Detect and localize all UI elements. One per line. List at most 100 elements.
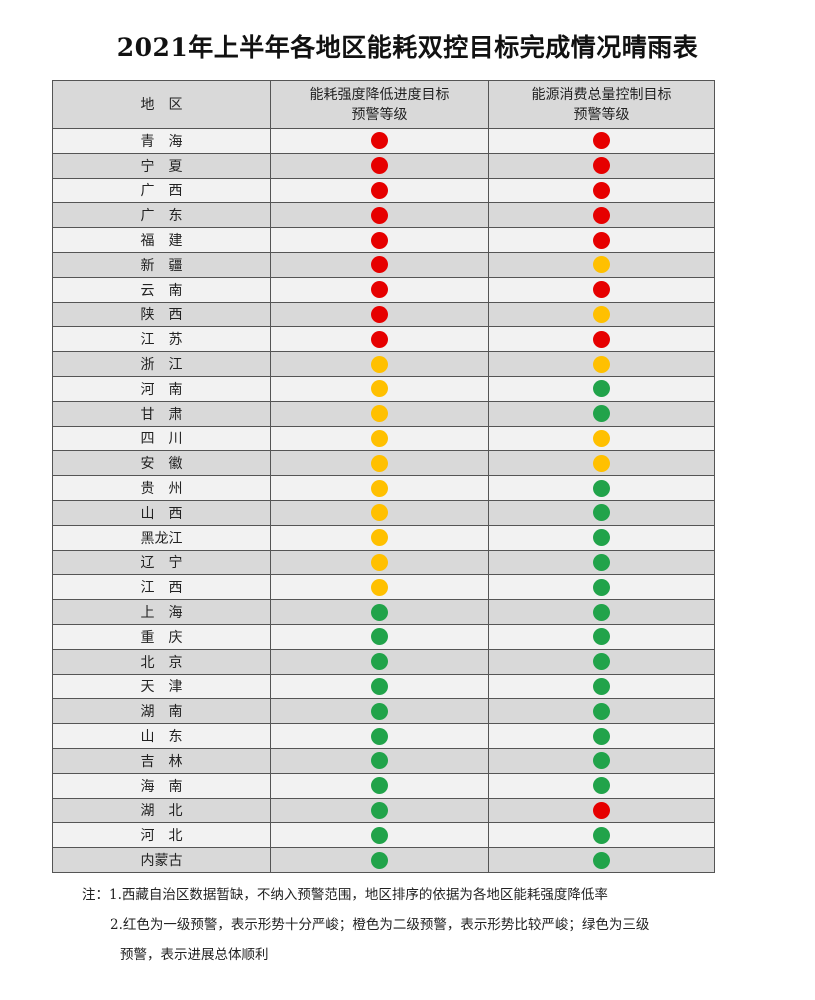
total-level-cell (488, 599, 715, 625)
table-row: 福 建 (52, 227, 715, 253)
region-cell: 黑龙江 (52, 524, 271, 551)
region-cell: 江 西 (52, 574, 271, 601)
orange-warning-dot-icon (371, 454, 388, 472)
total-level-cell (488, 276, 715, 303)
table-row: 重 庆 (52, 623, 715, 650)
total-level-cell (488, 673, 715, 700)
table-row: 江 苏 (52, 326, 715, 353)
region-cell: 北 京 (52, 648, 271, 675)
total-level-cell (488, 251, 715, 278)
region-cell: 新 疆 (52, 251, 271, 278)
orange-warning-dot-icon (371, 429, 388, 447)
red-warning-dot-icon (371, 330, 388, 348)
intensity-level-cell (270, 648, 489, 675)
header-total: 能源消费总量控制目标 预警等级 (488, 80, 715, 129)
total-level-cell (488, 227, 715, 253)
intensity-level-cell (270, 797, 489, 824)
region-cell: 河 北 (52, 822, 271, 849)
intensity-level-cell (270, 128, 489, 154)
total-level-cell (488, 177, 715, 204)
table-row: 上 海 (52, 599, 715, 625)
intensity-level-cell (270, 723, 489, 749)
orange-warning-dot-icon (593, 256, 610, 274)
orange-warning-dot-icon (371, 380, 388, 398)
green-warning-dot-icon (593, 529, 610, 547)
total-level-cell (488, 723, 715, 749)
table-row: 河 北 (52, 822, 715, 849)
table-row: 辽 宁 (52, 549, 715, 576)
total-level-cell (488, 450, 715, 477)
table-row: 海 南 (52, 772, 715, 799)
table-row: 广 西 (52, 177, 715, 204)
region-cell: 上 海 (52, 599, 271, 625)
note-1: 注：1.西藏自治区数据暂缺，不纳入预警范围，地区排序的依据为各地区能耗强度降低率 (82, 887, 608, 903)
header-intensity-line1: 能耗强度降低进度目标 (309, 86, 450, 103)
red-warning-dot-icon (593, 181, 610, 199)
region-cell: 四 川 (52, 425, 271, 452)
table-row: 内蒙古 (52, 847, 715, 873)
warning-table: 地 区 能耗强度降低进度目标 预警等级 能源消费总量控制目标 预警等级 青 海宁… (52, 80, 715, 873)
header-intensity-line2: 预警等级 (351, 106, 408, 123)
orange-warning-dot-icon (371, 405, 388, 423)
green-warning-dot-icon (593, 851, 610, 869)
total-level-cell (488, 574, 715, 601)
intensity-level-cell (270, 747, 489, 774)
total-level-cell (488, 425, 715, 452)
green-warning-dot-icon (371, 628, 388, 646)
orange-warning-dot-icon (371, 529, 388, 547)
total-level-cell (488, 202, 715, 229)
red-warning-dot-icon (593, 281, 610, 299)
region-cell: 陕 西 (52, 301, 271, 328)
region-cell: 江 苏 (52, 326, 271, 353)
intensity-level-cell (270, 375, 489, 402)
intensity-level-cell (270, 475, 489, 501)
intensity-level-cell (270, 698, 489, 725)
green-warning-dot-icon (593, 479, 610, 497)
intensity-level-cell (270, 673, 489, 700)
green-warning-dot-icon (371, 727, 388, 745)
intensity-level-cell (270, 425, 489, 452)
red-warning-dot-icon (593, 157, 610, 175)
table-row: 浙 江 (52, 351, 715, 377)
total-level-cell (488, 326, 715, 353)
green-warning-dot-icon (371, 826, 388, 844)
orange-warning-dot-icon (371, 578, 388, 596)
table-row: 云 南 (52, 276, 715, 303)
red-warning-dot-icon (371, 206, 388, 224)
green-warning-dot-icon (371, 653, 388, 671)
green-warning-dot-icon (371, 603, 388, 621)
green-warning-dot-icon (371, 677, 388, 695)
orange-warning-dot-icon (593, 305, 610, 323)
region-cell: 河 南 (52, 375, 271, 402)
intensity-level-cell (270, 177, 489, 204)
table-row: 青 海 (52, 128, 715, 154)
table-row: 湖 南 (52, 698, 715, 725)
region-cell: 湖 北 (52, 797, 271, 824)
green-warning-dot-icon (593, 504, 610, 522)
region-cell: 云 南 (52, 276, 271, 303)
intensity-level-cell (270, 351, 489, 377)
green-warning-dot-icon (593, 380, 610, 398)
total-level-cell (488, 375, 715, 402)
intensity-level-cell (270, 499, 489, 526)
green-warning-dot-icon (593, 777, 610, 795)
green-warning-dot-icon (371, 702, 388, 720)
red-warning-dot-icon (593, 132, 610, 150)
green-warning-dot-icon (371, 851, 388, 869)
region-cell: 湖 南 (52, 698, 271, 725)
green-warning-dot-icon (593, 826, 610, 844)
intensity-level-cell (270, 549, 489, 576)
table-row: 山 东 (52, 723, 715, 749)
table-header-row: 地 区 能耗强度降低进度目标 预警等级 能源消费总量控制目标 预警等级 (52, 80, 715, 129)
total-level-cell (488, 152, 715, 179)
green-warning-dot-icon (371, 777, 388, 795)
green-warning-dot-icon (593, 702, 610, 720)
total-level-cell (488, 847, 715, 873)
table-row: 广 东 (52, 202, 715, 229)
red-warning-dot-icon (371, 231, 388, 249)
total-level-cell (488, 747, 715, 774)
total-level-cell (488, 301, 715, 328)
red-warning-dot-icon (371, 281, 388, 299)
header-total-line1: 能源消费总量控制目标 (531, 86, 672, 103)
region-cell: 辽 宁 (52, 549, 271, 576)
